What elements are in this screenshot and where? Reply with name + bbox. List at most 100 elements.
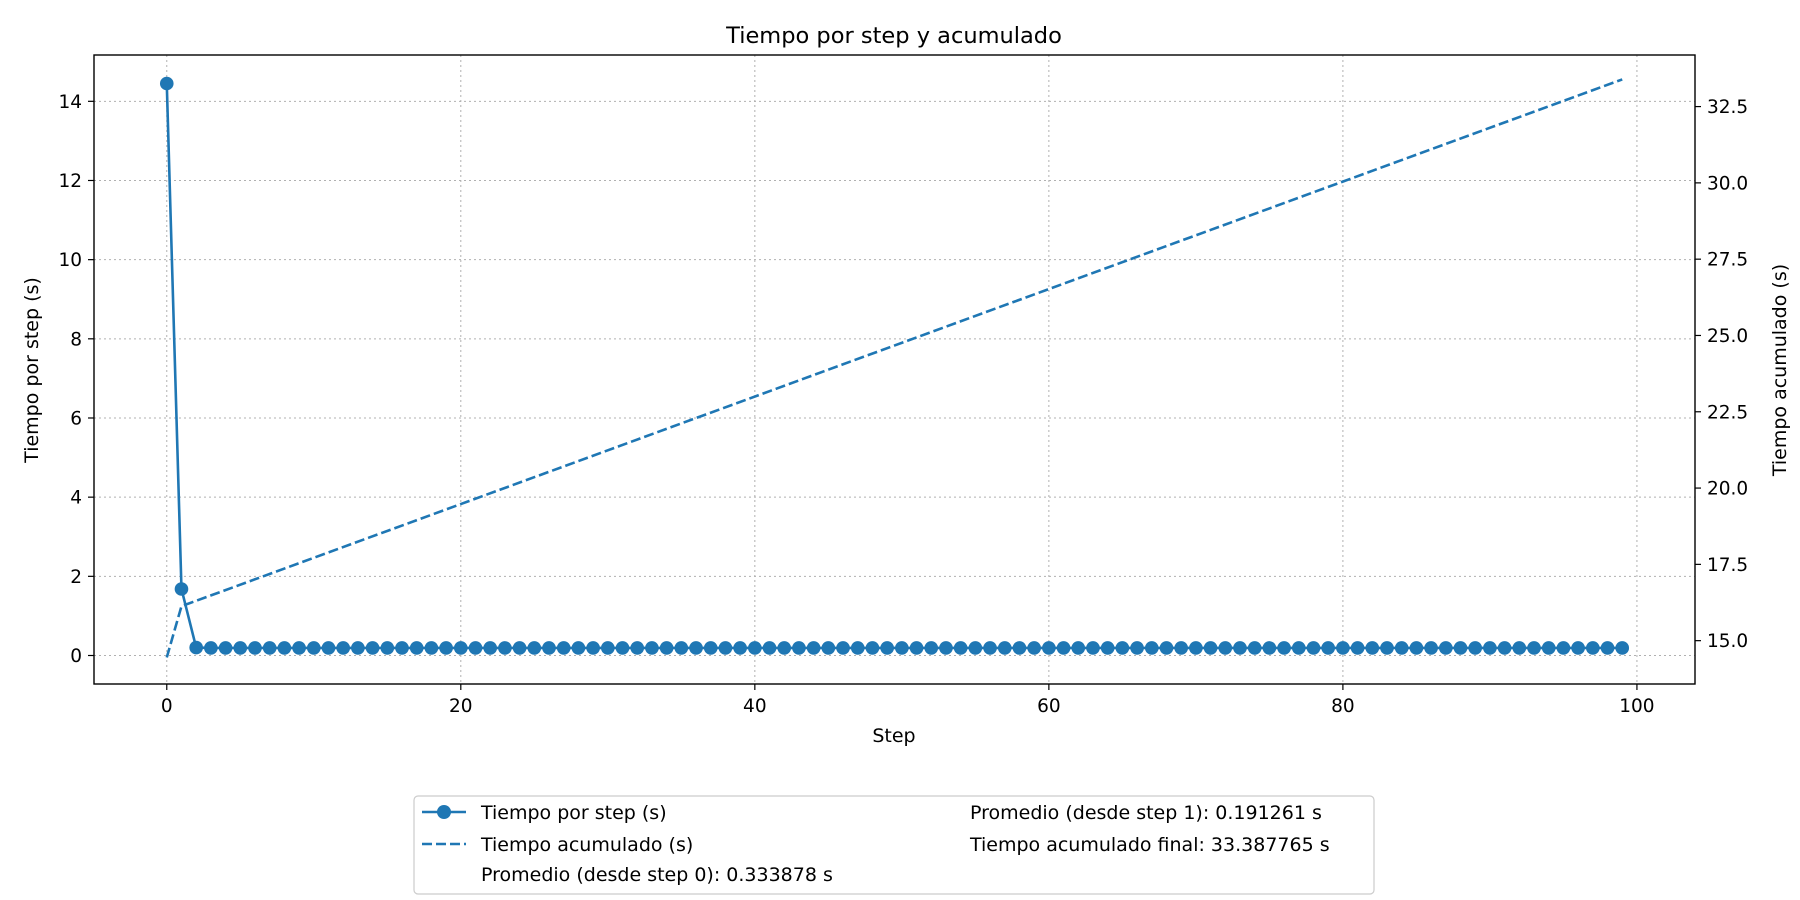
series-line-tiempo-por-step (165, 83, 1623, 650)
data-point-tiempo-por-step (351, 641, 365, 655)
data-point-tiempo-por-step (1615, 641, 1630, 655)
data-point-tiempo-por-step (1483, 641, 1497, 655)
x-tick-label: 20 (449, 696, 473, 717)
data-point-tiempo-por-step (1497, 641, 1512, 655)
data-point-tiempo-por-step (1586, 641, 1600, 655)
data-point-tiempo-por-step (556, 641, 571, 655)
x-tick-label: 80 (1331, 696, 1355, 717)
data-point-tiempo-por-step (1541, 641, 1556, 655)
data-point-tiempo-por-step (1042, 641, 1056, 655)
y-right-tick-label: 30.0 (1707, 173, 1748, 194)
data-point-tiempo-por-step (939, 641, 953, 655)
data-point-tiempo-por-step (880, 641, 894, 655)
data-point-tiempo-por-step (703, 641, 718, 655)
data-point-tiempo-por-step (468, 641, 483, 655)
data-point-tiempo-por-step (1203, 641, 1218, 655)
y-axis-title-right: Tiempo acumulado (s) (1769, 264, 1791, 477)
data-point-tiempo-por-step (1556, 641, 1571, 655)
data-point-tiempo-por-step (1321, 641, 1335, 655)
data-point-tiempo-por-step (1468, 641, 1483, 655)
data-point-tiempo-por-step (1394, 641, 1409, 655)
y-axis-title-left: Tiempo por step (s) (21, 277, 43, 464)
data-point-tiempo-por-step (909, 641, 924, 655)
data-point-tiempo-por-step (277, 641, 292, 655)
data-point-tiempo-por-step (1424, 641, 1438, 655)
data-point-tiempo-por-step (1174, 641, 1188, 655)
data-point-tiempo-por-step (439, 641, 453, 655)
legend-label-acumulado-final: Tiempo acumulado final: 33.387765 s (969, 834, 1330, 856)
data-point-tiempo-por-step (159, 76, 174, 91)
y-left-tick-label: 8 (70, 329, 82, 350)
data-point-tiempo-por-step (718, 641, 733, 655)
legend-box (413, 795, 1375, 895)
y-right-tick-label: 32.5 (1707, 97, 1748, 118)
data-point-tiempo-por-step (1600, 641, 1615, 655)
data-point-tiempo-por-step (1218, 641, 1233, 655)
data-point-tiempo-por-step (586, 641, 600, 655)
legend: Tiempo por step (s) Tiempo acumulado (s)… (413, 795, 1375, 895)
y-left-tick-label: 10 (58, 250, 82, 271)
data-point-tiempo-por-step (821, 641, 836, 655)
y-right-tick-label: 15.0 (1707, 631, 1748, 652)
y-right-tick-label: 17.5 (1707, 555, 1748, 576)
data-point-tiempo-por-step (409, 641, 424, 655)
data-point-tiempo-por-step (1262, 641, 1277, 655)
data-point-tiempo-por-step (1012, 641, 1027, 655)
data-point-tiempo-por-step (1453, 641, 1468, 655)
data-point-tiempo-por-step (762, 641, 777, 655)
data-point-tiempo-por-step (836, 641, 850, 655)
data-point-tiempo-por-step (1380, 641, 1394, 655)
grid (94, 55, 1695, 684)
data-point-tiempo-por-step (615, 641, 630, 655)
data-point-tiempo-por-step (1056, 641, 1071, 655)
x-tick-label: 0 (161, 696, 173, 717)
data-point-tiempo-por-step (248, 641, 262, 655)
x-tick-label: 40 (743, 696, 767, 717)
data-point-tiempo-por-step (953, 641, 968, 655)
series-line-tiempo-acumulado (165, 78, 1623, 658)
data-point-tiempo-por-step (542, 641, 556, 655)
data-point-tiempo-por-step (483, 641, 498, 655)
data-point-tiempo-por-step (1130, 641, 1144, 655)
data-point-tiempo-por-step (1027, 641, 1041, 655)
legend-label-promedio-step0: Promedio (desde step 0): 0.333878 s (481, 864, 833, 886)
data-point-tiempo-por-step (601, 641, 615, 655)
data-point-tiempo-por-step (336, 641, 350, 655)
data-point-tiempo-por-step (792, 641, 806, 655)
chart-title: Tiempo por step y acumulado (725, 23, 1062, 49)
y-right-tick-label: 20.0 (1707, 479, 1748, 500)
data-point-tiempo-por-step (424, 641, 439, 655)
y-left-tick-label: 2 (70, 567, 82, 588)
data-point-tiempo-por-step (1247, 641, 1262, 655)
data-point-tiempo-por-step (1409, 641, 1424, 655)
data-point-tiempo-por-step (1512, 641, 1527, 655)
data-point-tiempo-por-step (1439, 641, 1453, 655)
ticks: 0 20 40 60 80 100 0 2 4 6 8 10 12 14 15.0 17.5 20.0 22.5 2… (58, 92, 1748, 717)
data-point-tiempo-por-step (527, 641, 542, 655)
legend-label-tiempo-acumulado: Tiempo acumulado (s) (480, 834, 693, 856)
data-point-tiempo-por-step (1071, 641, 1086, 655)
data-point-tiempo-por-step (1115, 641, 1130, 655)
y-left-tick-label: 14 (58, 92, 82, 113)
data-point-tiempo-por-step (924, 641, 939, 655)
data-point-tiempo-por-step (674, 641, 689, 655)
data-point-tiempo-por-step (262, 641, 277, 655)
data-point-tiempo-por-step (218, 641, 233, 655)
y-left-tick-label: 6 (70, 408, 82, 429)
data-point-tiempo-por-step (233, 641, 248, 655)
data-point-tiempo-por-step (630, 641, 645, 655)
data-point-tiempo-por-step (733, 641, 747, 655)
data-point-tiempo-por-step (1350, 641, 1365, 655)
data-point-tiempo-por-step (865, 641, 880, 655)
data-point-tiempo-por-step (806, 641, 821, 655)
data-point-tiempo-por-step (380, 641, 395, 655)
y-right-tick-label: 25.0 (1707, 326, 1748, 347)
data-point-tiempo-por-step (174, 582, 189, 596)
legend-marker-tiempo-por-step-dot (437, 805, 451, 819)
y-right-tick-label: 27.5 (1707, 250, 1748, 271)
data-point-tiempo-por-step (454, 641, 468, 655)
data-point-tiempo-por-step (189, 640, 203, 655)
data-point-tiempo-por-step (895, 641, 909, 655)
